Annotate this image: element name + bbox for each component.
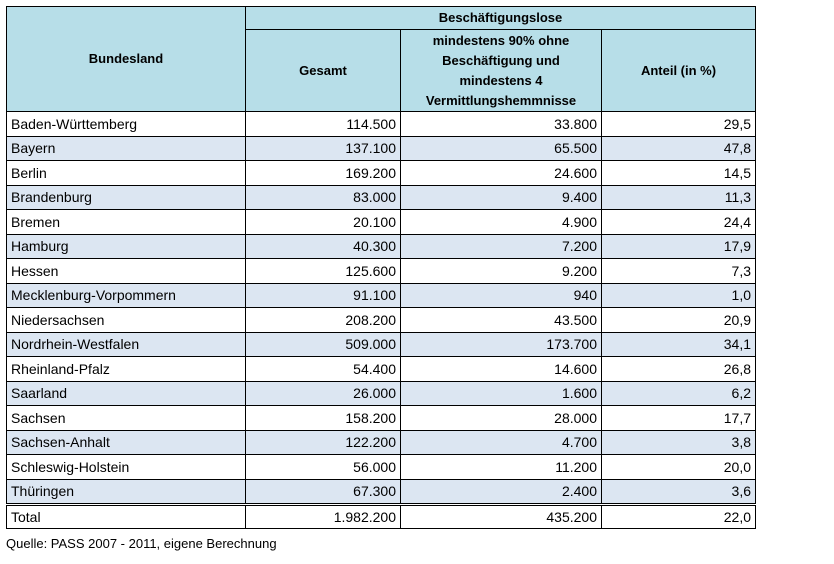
table-row: Hessen 125.600 9.200 7,3 bbox=[6, 258, 757, 284]
row-label: Brandenburg bbox=[6, 184, 246, 210]
cell: 24.600 bbox=[400, 160, 602, 186]
table-row: Berlin 169.200 24.600 14,5 bbox=[6, 160, 757, 186]
row-label: Schleswig-Holstein bbox=[6, 454, 246, 480]
cell: 26.000 bbox=[245, 380, 401, 406]
cell: 7,3 bbox=[600, 258, 757, 284]
row-label: Hessen bbox=[6, 258, 246, 284]
row-label: Mecklenburg-Vorpommern bbox=[6, 282, 246, 308]
cell: 6,2 bbox=[600, 380, 757, 406]
cell: 56.000 bbox=[245, 454, 401, 480]
source-note: Quelle: PASS 2007 - 2011, eigene Berechn… bbox=[6, 536, 277, 551]
table-row: Schleswig-Holstein 56.000 11.200 20,0 bbox=[6, 454, 757, 480]
row-label: Rheinland-Pfalz bbox=[6, 356, 246, 382]
cell: 7.200 bbox=[400, 233, 602, 259]
cell: 40.300 bbox=[245, 233, 401, 259]
table-row: Niedersachsen 208.200 43.500 20,9 bbox=[6, 307, 757, 333]
table-row: Sachsen 158.200 28.000 17,7 bbox=[6, 405, 757, 431]
cell: 20.100 bbox=[245, 209, 401, 235]
header-cell: Beschäftigungslose bbox=[244, 6, 757, 30]
table-row: Baden-Württemberg 114.500 33.800 29,5 bbox=[6, 111, 757, 137]
table-row: Sachsen-Anhalt 122.200 4.700 3,8 bbox=[6, 429, 757, 455]
header-cell: Gesamt bbox=[245, 29, 401, 112]
cell: 509.000 bbox=[245, 331, 401, 357]
header-cell: Anteil (in %) bbox=[600, 29, 757, 112]
cell: 1.982.200 bbox=[245, 503, 401, 529]
cell: 1.600 bbox=[400, 380, 602, 406]
cell: 435.200 bbox=[400, 503, 602, 529]
cell: 54.400 bbox=[245, 356, 401, 382]
cell: 67.300 bbox=[245, 478, 401, 505]
row-label: Nordrhein-Westfalen bbox=[6, 331, 246, 357]
table-row: Mecklenburg-Vorpommern 91.100 940 1,0 bbox=[6, 282, 757, 308]
table-row: Bayern 137.100 65.500 47,8 bbox=[6, 135, 757, 161]
table-body: Baden-Württemberg 114.500 33.800 29,5 Bayern… bbox=[6, 111, 757, 529]
cell: 11,3 bbox=[600, 184, 757, 210]
cell: 2.400 bbox=[400, 478, 602, 505]
cell: 43.500 bbox=[400, 307, 602, 333]
cell: 20,9 bbox=[600, 307, 757, 333]
table-row: Nordrhein-Westfalen 509.000 173.700 34,1 bbox=[6, 331, 757, 357]
table-row: Bremen 20.100 4.900 24,4 bbox=[6, 209, 757, 235]
cell: 1,0 bbox=[600, 282, 757, 308]
data-table: Bundesland Beschäftigungslose Gesamt min… bbox=[6, 6, 757, 529]
cell: 4.700 bbox=[400, 429, 602, 455]
cell: 26,8 bbox=[600, 356, 757, 382]
header-row: Bundesland Beschäftigungslose bbox=[6, 6, 757, 112]
cell: 208.200 bbox=[245, 307, 401, 333]
table-head: Bundesland Beschäftigungslose Gesamt min… bbox=[6, 6, 757, 112]
cell: 28.000 bbox=[400, 405, 602, 431]
row-label: Sachsen-Anhalt bbox=[6, 429, 246, 455]
row-label: Total bbox=[6, 503, 246, 529]
cell: 83.000 bbox=[245, 184, 401, 210]
header-cell: mindestens 90% ohne Beschäftigung und mi… bbox=[400, 29, 602, 112]
cell: 65.500 bbox=[400, 135, 602, 161]
table-row: Brandenburg 83.000 9.400 11,3 bbox=[6, 184, 757, 210]
table-row: Rheinland-Pfalz 54.400 14.600 26,8 bbox=[6, 356, 757, 382]
row-label: Baden-Württemberg bbox=[6, 111, 246, 137]
cell: 14,5 bbox=[600, 160, 757, 186]
header-cell: Bundesland bbox=[6, 6, 246, 112]
row-label: Bayern bbox=[6, 135, 246, 161]
cell: 29,5 bbox=[600, 111, 757, 137]
header-row: Gesamt mindestens 90% ohne Beschäftigung… bbox=[7, 29, 757, 112]
cell: 3,6 bbox=[600, 478, 757, 505]
cell: 17,9 bbox=[600, 233, 757, 259]
cell: 940 bbox=[400, 282, 602, 308]
cell: 91.100 bbox=[245, 282, 401, 308]
cell: 137.100 bbox=[245, 135, 401, 161]
cell: 22,0 bbox=[600, 503, 757, 529]
cell: 33.800 bbox=[400, 111, 602, 137]
cell: 169.200 bbox=[245, 160, 401, 186]
cell: 9.400 bbox=[400, 184, 602, 210]
cell: 122.200 bbox=[245, 429, 401, 455]
cell: 173.700 bbox=[400, 331, 602, 357]
cell: 9.200 bbox=[400, 258, 602, 284]
table-row: Total 1.982.200 435.200 22,0 bbox=[6, 503, 757, 529]
row-label: Bremen bbox=[6, 209, 246, 235]
cell: 11.200 bbox=[400, 454, 602, 480]
cell: 20,0 bbox=[600, 454, 757, 480]
cell: 24,4 bbox=[600, 209, 757, 235]
table-row: Saarland 26.000 1.600 6,2 bbox=[6, 380, 757, 406]
cell: 47,8 bbox=[600, 135, 757, 161]
row-label: Berlin bbox=[6, 160, 246, 186]
table-row: Hamburg 40.300 7.200 17,9 bbox=[6, 233, 757, 259]
cell: 3,8 bbox=[600, 429, 757, 455]
cell: 34,1 bbox=[600, 331, 757, 357]
cell: 158.200 bbox=[245, 405, 401, 431]
cell: 17,7 bbox=[600, 405, 757, 431]
row-label: Saarland bbox=[6, 380, 246, 406]
row-label: Thüringen bbox=[6, 478, 246, 505]
cell: 14.600 bbox=[400, 356, 602, 382]
table-row: Thüringen 67.300 2.400 3,6 bbox=[6, 478, 757, 505]
row-label: Sachsen bbox=[6, 405, 246, 431]
cell: 125.600 bbox=[245, 258, 401, 284]
cell: 4.900 bbox=[400, 209, 602, 235]
cell: 114.500 bbox=[245, 111, 401, 137]
row-label: Niedersachsen bbox=[6, 307, 246, 333]
row-label: Hamburg bbox=[6, 233, 246, 259]
